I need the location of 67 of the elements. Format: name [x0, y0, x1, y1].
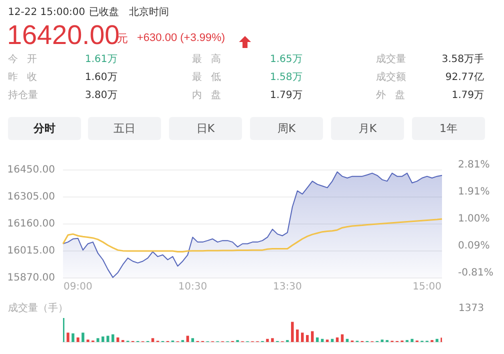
text: 周K [250, 117, 323, 140]
y2-tick-label: 1.00% [458, 214, 490, 225]
text: 持仓量 [8, 90, 38, 101]
text: +630.00 (+3.99%) [137, 32, 226, 44]
text: 内 盘 [192, 90, 222, 101]
bar [72, 333, 74, 342]
bar [316, 337, 319, 342]
y-tick-label: 16305.00 [7, 192, 55, 203]
text: 已收盘 [89, 7, 119, 18]
text: 最 低 [192, 72, 222, 83]
bar [76, 337, 80, 342]
bar [271, 338, 274, 342]
bar [116, 337, 120, 342]
text: 16420.00 [7, 20, 120, 50]
text: 1.79万 [452, 90, 484, 101]
text: 外 盘 [376, 90, 406, 101]
bar [336, 337, 339, 342]
text: 元 [117, 32, 128, 45]
text: 12-22 15:00:00 [8, 7, 86, 18]
bar [410, 338, 414, 342]
bar [296, 330, 299, 342]
text: 北京时间 [129, 7, 169, 18]
text: 1373 [458, 303, 484, 314]
text: 1.65万 [270, 54, 302, 65]
y-tick-label: 16015.00 [7, 246, 55, 257]
bar [96, 338, 100, 342]
text: 1.61万 [85, 54, 118, 65]
bar [436, 338, 438, 342]
bar [300, 332, 304, 342]
text: 成交量 [376, 54, 406, 65]
text: 分时 [8, 117, 81, 140]
text: 92.77亿 [445, 72, 484, 83]
text: 1.58万 [270, 72, 302, 83]
y-tick-label: 16160.00 [7, 218, 55, 230]
x-tick-label: 13:30 [272, 282, 302, 293]
text: 月K [331, 117, 404, 140]
text: 最 高 [192, 54, 222, 65]
x-tick-label: 10:30 [178, 282, 208, 293]
text: 成交额 [376, 72, 406, 83]
text: 昨 收 [8, 72, 38, 83]
y2-tick-label: 1.91% [458, 186, 490, 198]
bar [66, 332, 70, 342]
y-tick-label: 16450.00 [7, 164, 55, 176]
text: 1年 [412, 117, 485, 140]
text: 五日 [88, 117, 161, 140]
text: 3.80万 [85, 90, 118, 101]
bar [151, 338, 154, 342]
bar [102, 336, 104, 342]
y-axis-title: 成交量（手） [8, 303, 68, 314]
bar [310, 331, 314, 342]
bar [191, 338, 194, 342]
text: 日K [169, 117, 242, 140]
x-tick-label: 15:00 [412, 282, 442, 293]
text: 3.58万手 [442, 54, 484, 65]
y2-tick-label: -0.81% [458, 268, 494, 279]
y2-tick-label: 0.09% [458, 240, 490, 252]
bar [106, 336, 110, 342]
text: 1.79万 [270, 90, 302, 101]
x-tick-label: 09:00 [64, 282, 92, 293]
bar [291, 322, 294, 342]
text: 今 开 [8, 54, 38, 65]
y2-tick-label: 2.81% [458, 160, 490, 171]
bar [266, 338, 269, 342]
text: 1.60万 [85, 72, 118, 83]
bar [82, 332, 84, 342]
bar [306, 335, 309, 342]
y-tick-label: 15870.00 [7, 272, 55, 284]
